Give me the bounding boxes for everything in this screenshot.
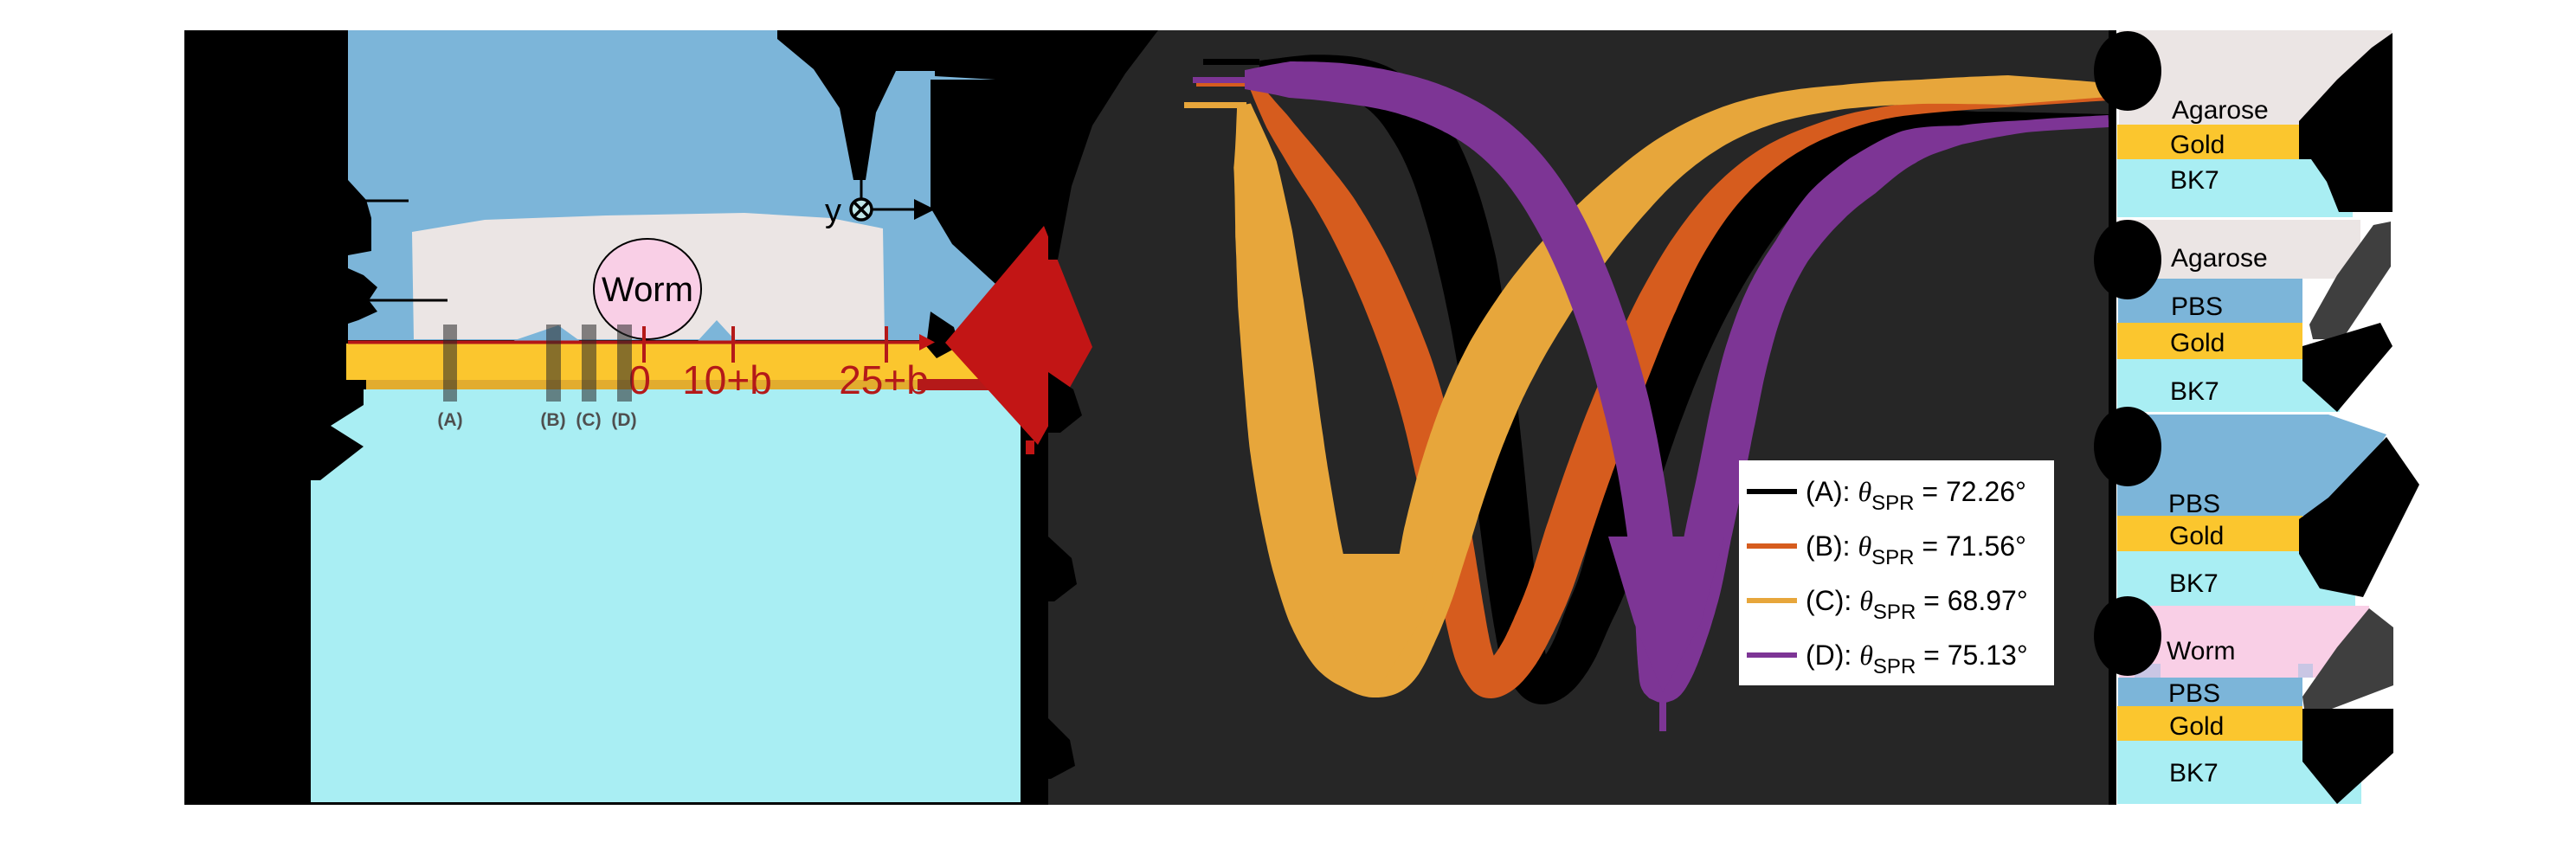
svg-text:Gold: Gold — [2169, 522, 2224, 550]
svg-text:0: 0 — [628, 357, 651, 402]
svg-text:BK7: BK7 — [2170, 166, 2219, 195]
svg-text:PBS: PBS — [2171, 292, 2223, 321]
svg-text:BK7: BK7 — [2169, 759, 2219, 787]
svg-text:Gold: Gold — [2170, 329, 2225, 357]
svg-text:Agarose: Agarose — [2172, 96, 2269, 125]
svg-text:Agarose: Agarose — [2171, 244, 2268, 273]
svg-text:Gold: Gold — [2170, 131, 2225, 159]
svg-text:y: y — [825, 193, 841, 229]
svg-text:BK7: BK7 — [2169, 569, 2219, 598]
svg-text:(C): (C) — [576, 410, 601, 430]
svg-text:10+b: 10+b — [682, 357, 772, 402]
svg-text:Gold: Gold — [2169, 712, 2224, 741]
svg-text:(A): (A) — [437, 410, 462, 430]
svg-text:(D): (D) — [611, 410, 636, 430]
svg-text:PBS: PBS — [2168, 679, 2220, 708]
svg-text:BK7: BK7 — [2170, 377, 2219, 406]
svg-text:Worm: Worm — [602, 271, 693, 309]
svg-text:(B): (B) — [540, 410, 565, 430]
svg-text:PBS: PBS — [2168, 490, 2220, 518]
svg-text:25+b: 25+b — [839, 357, 929, 402]
svg-text:Worm: Worm — [2167, 637, 2235, 665]
